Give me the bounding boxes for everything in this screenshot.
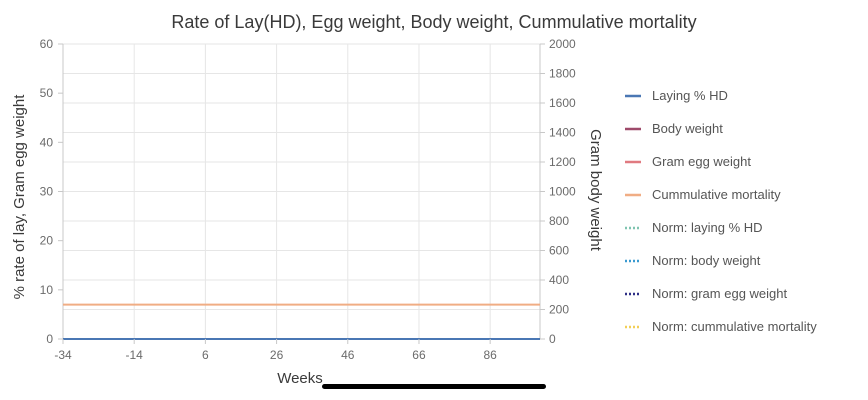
y-right-tick-label: 600 xyxy=(549,244,569,258)
x-tick-label: 66 xyxy=(412,348,426,362)
legend-label: Norm: body weight xyxy=(652,253,761,268)
legend-label: Norm: cummulative mortality xyxy=(652,319,817,334)
y-right-tick-label: 1000 xyxy=(549,185,576,199)
tick-layer: 0102030405060020040060080010001200140016… xyxy=(40,37,576,362)
y-left-tick-label: 30 xyxy=(40,185,54,199)
y-right-tick-label: 1400 xyxy=(549,126,576,140)
y-right-tick-label: 2000 xyxy=(549,37,576,51)
chart-title: Rate of Lay(HD), Egg weight, Body weight… xyxy=(171,12,696,32)
home-indicator[interactable] xyxy=(322,384,546,389)
x-tick-label: 86 xyxy=(483,348,497,362)
y-left-tick-label: 50 xyxy=(40,86,54,100)
legend-label: Norm: laying % HD xyxy=(652,220,763,235)
y-right-tick-label: 1600 xyxy=(549,96,576,110)
series-layer xyxy=(63,303,540,340)
legend-label: Norm: gram egg weight xyxy=(652,286,787,301)
legend-label: Cummulative mortality xyxy=(652,187,781,202)
x-tick-label: 6 xyxy=(202,348,209,362)
legend: Laying % HD Body weight Gram egg weight Cum… xyxy=(625,88,817,334)
y-left-tick-label: 60 xyxy=(40,37,54,51)
y-left-tick-label: 40 xyxy=(40,135,54,149)
x-tick-label: 26 xyxy=(270,348,284,362)
y-left-tick-label: 20 xyxy=(40,234,54,248)
x-axis-label: Weeks xyxy=(277,370,323,387)
x-tick-label: -14 xyxy=(126,348,144,362)
y-left-tick-label: 10 xyxy=(40,283,54,297)
legend-label: Gram egg weight xyxy=(652,154,751,169)
y-right-tick-label: 800 xyxy=(549,214,569,228)
x-tick-label: 46 xyxy=(341,348,355,362)
y-left-axis-label: % rate of lay, Gram egg weight xyxy=(11,94,28,300)
y-right-axis-label: Gram body weight xyxy=(587,129,604,252)
y-left-tick-label: 0 xyxy=(46,332,53,346)
legend-label: Laying % HD xyxy=(652,88,728,103)
x-tick-label: -34 xyxy=(54,348,72,362)
grid-layer xyxy=(62,43,540,340)
y-right-tick-label: 200 xyxy=(549,303,569,317)
y-right-tick-label: 1800 xyxy=(549,67,576,81)
y-right-tick-label: 400 xyxy=(549,273,569,287)
legend-label: Body weight xyxy=(652,121,723,136)
y-right-tick-label: 0 xyxy=(549,332,556,346)
y-right-tick-label: 1200 xyxy=(549,155,576,169)
